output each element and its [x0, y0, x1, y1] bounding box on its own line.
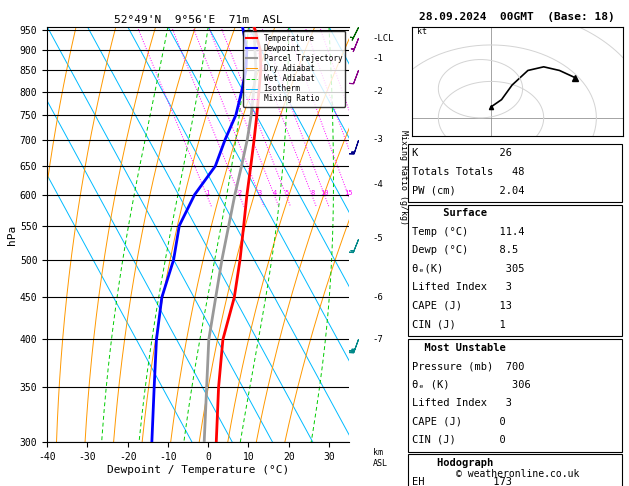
Text: -1: -1	[373, 54, 384, 63]
Text: km
ASL: km ASL	[373, 448, 388, 468]
Text: Pressure (mb)  700: Pressure (mb) 700	[413, 361, 525, 371]
Text: CAPE (J)      13: CAPE (J) 13	[413, 301, 513, 311]
Text: K             26: K 26	[413, 148, 513, 158]
Text: Lifted Index   3: Lifted Index 3	[413, 398, 513, 408]
Text: -5: -5	[373, 234, 384, 243]
Text: Temp (°C)     11.4: Temp (°C) 11.4	[413, 227, 525, 237]
Text: Lifted Index   3: Lifted Index 3	[413, 282, 513, 293]
Legend: Temperature, Dewpoint, Parcel Trajectory, Dry Adiabat, Wet Adiabat, Isotherm, Mi: Temperature, Dewpoint, Parcel Trajectory…	[243, 31, 345, 106]
Text: -3: -3	[373, 135, 384, 144]
Text: Dewp (°C)     8.5: Dewp (°C) 8.5	[413, 245, 519, 256]
Text: 5: 5	[284, 190, 289, 196]
Text: Most Unstable: Most Unstable	[413, 343, 506, 353]
Title: 52°49'N  9°56'E  71m  ASL: 52°49'N 9°56'E 71m ASL	[114, 15, 282, 25]
Text: -LCL: -LCL	[373, 34, 394, 43]
Text: Mixing Ratio (g/kg): Mixing Ratio (g/kg)	[399, 130, 408, 225]
Y-axis label: hPa: hPa	[7, 225, 17, 244]
Text: -4: -4	[373, 179, 384, 189]
Text: -2: -2	[373, 87, 384, 96]
Text: -7: -7	[373, 335, 384, 344]
Text: θₑ(K)          305: θₑ(K) 305	[413, 264, 525, 274]
Text: 2: 2	[237, 190, 242, 196]
X-axis label: Dewpoint / Temperature (°C): Dewpoint / Temperature (°C)	[107, 465, 289, 475]
Text: PW (cm)       2.04: PW (cm) 2.04	[413, 185, 525, 195]
Text: CIN (J)       0: CIN (J) 0	[413, 435, 506, 445]
Text: © weatheronline.co.uk: © weatheronline.co.uk	[455, 469, 579, 479]
Text: Totals Totals   48: Totals Totals 48	[413, 167, 525, 177]
Text: 3: 3	[258, 190, 262, 196]
Text: Hodograph: Hodograph	[413, 458, 494, 469]
Text: 8: 8	[310, 190, 314, 196]
Text: kt: kt	[417, 27, 427, 36]
Text: 28.09.2024  00GMT  (Base: 18): 28.09.2024 00GMT (Base: 18)	[420, 12, 615, 22]
Text: CAPE (J)      0: CAPE (J) 0	[413, 417, 506, 427]
Text: 10: 10	[321, 190, 329, 196]
Text: 15: 15	[344, 190, 353, 196]
Text: EH           173: EH 173	[413, 477, 513, 486]
Text: 4: 4	[272, 190, 277, 196]
Text: CIN (J)       1: CIN (J) 1	[413, 319, 506, 330]
Text: θₑ (K)          306: θₑ (K) 306	[413, 380, 531, 390]
Text: -6: -6	[373, 293, 384, 302]
Text: 1: 1	[205, 190, 209, 196]
Text: Surface: Surface	[413, 208, 487, 219]
